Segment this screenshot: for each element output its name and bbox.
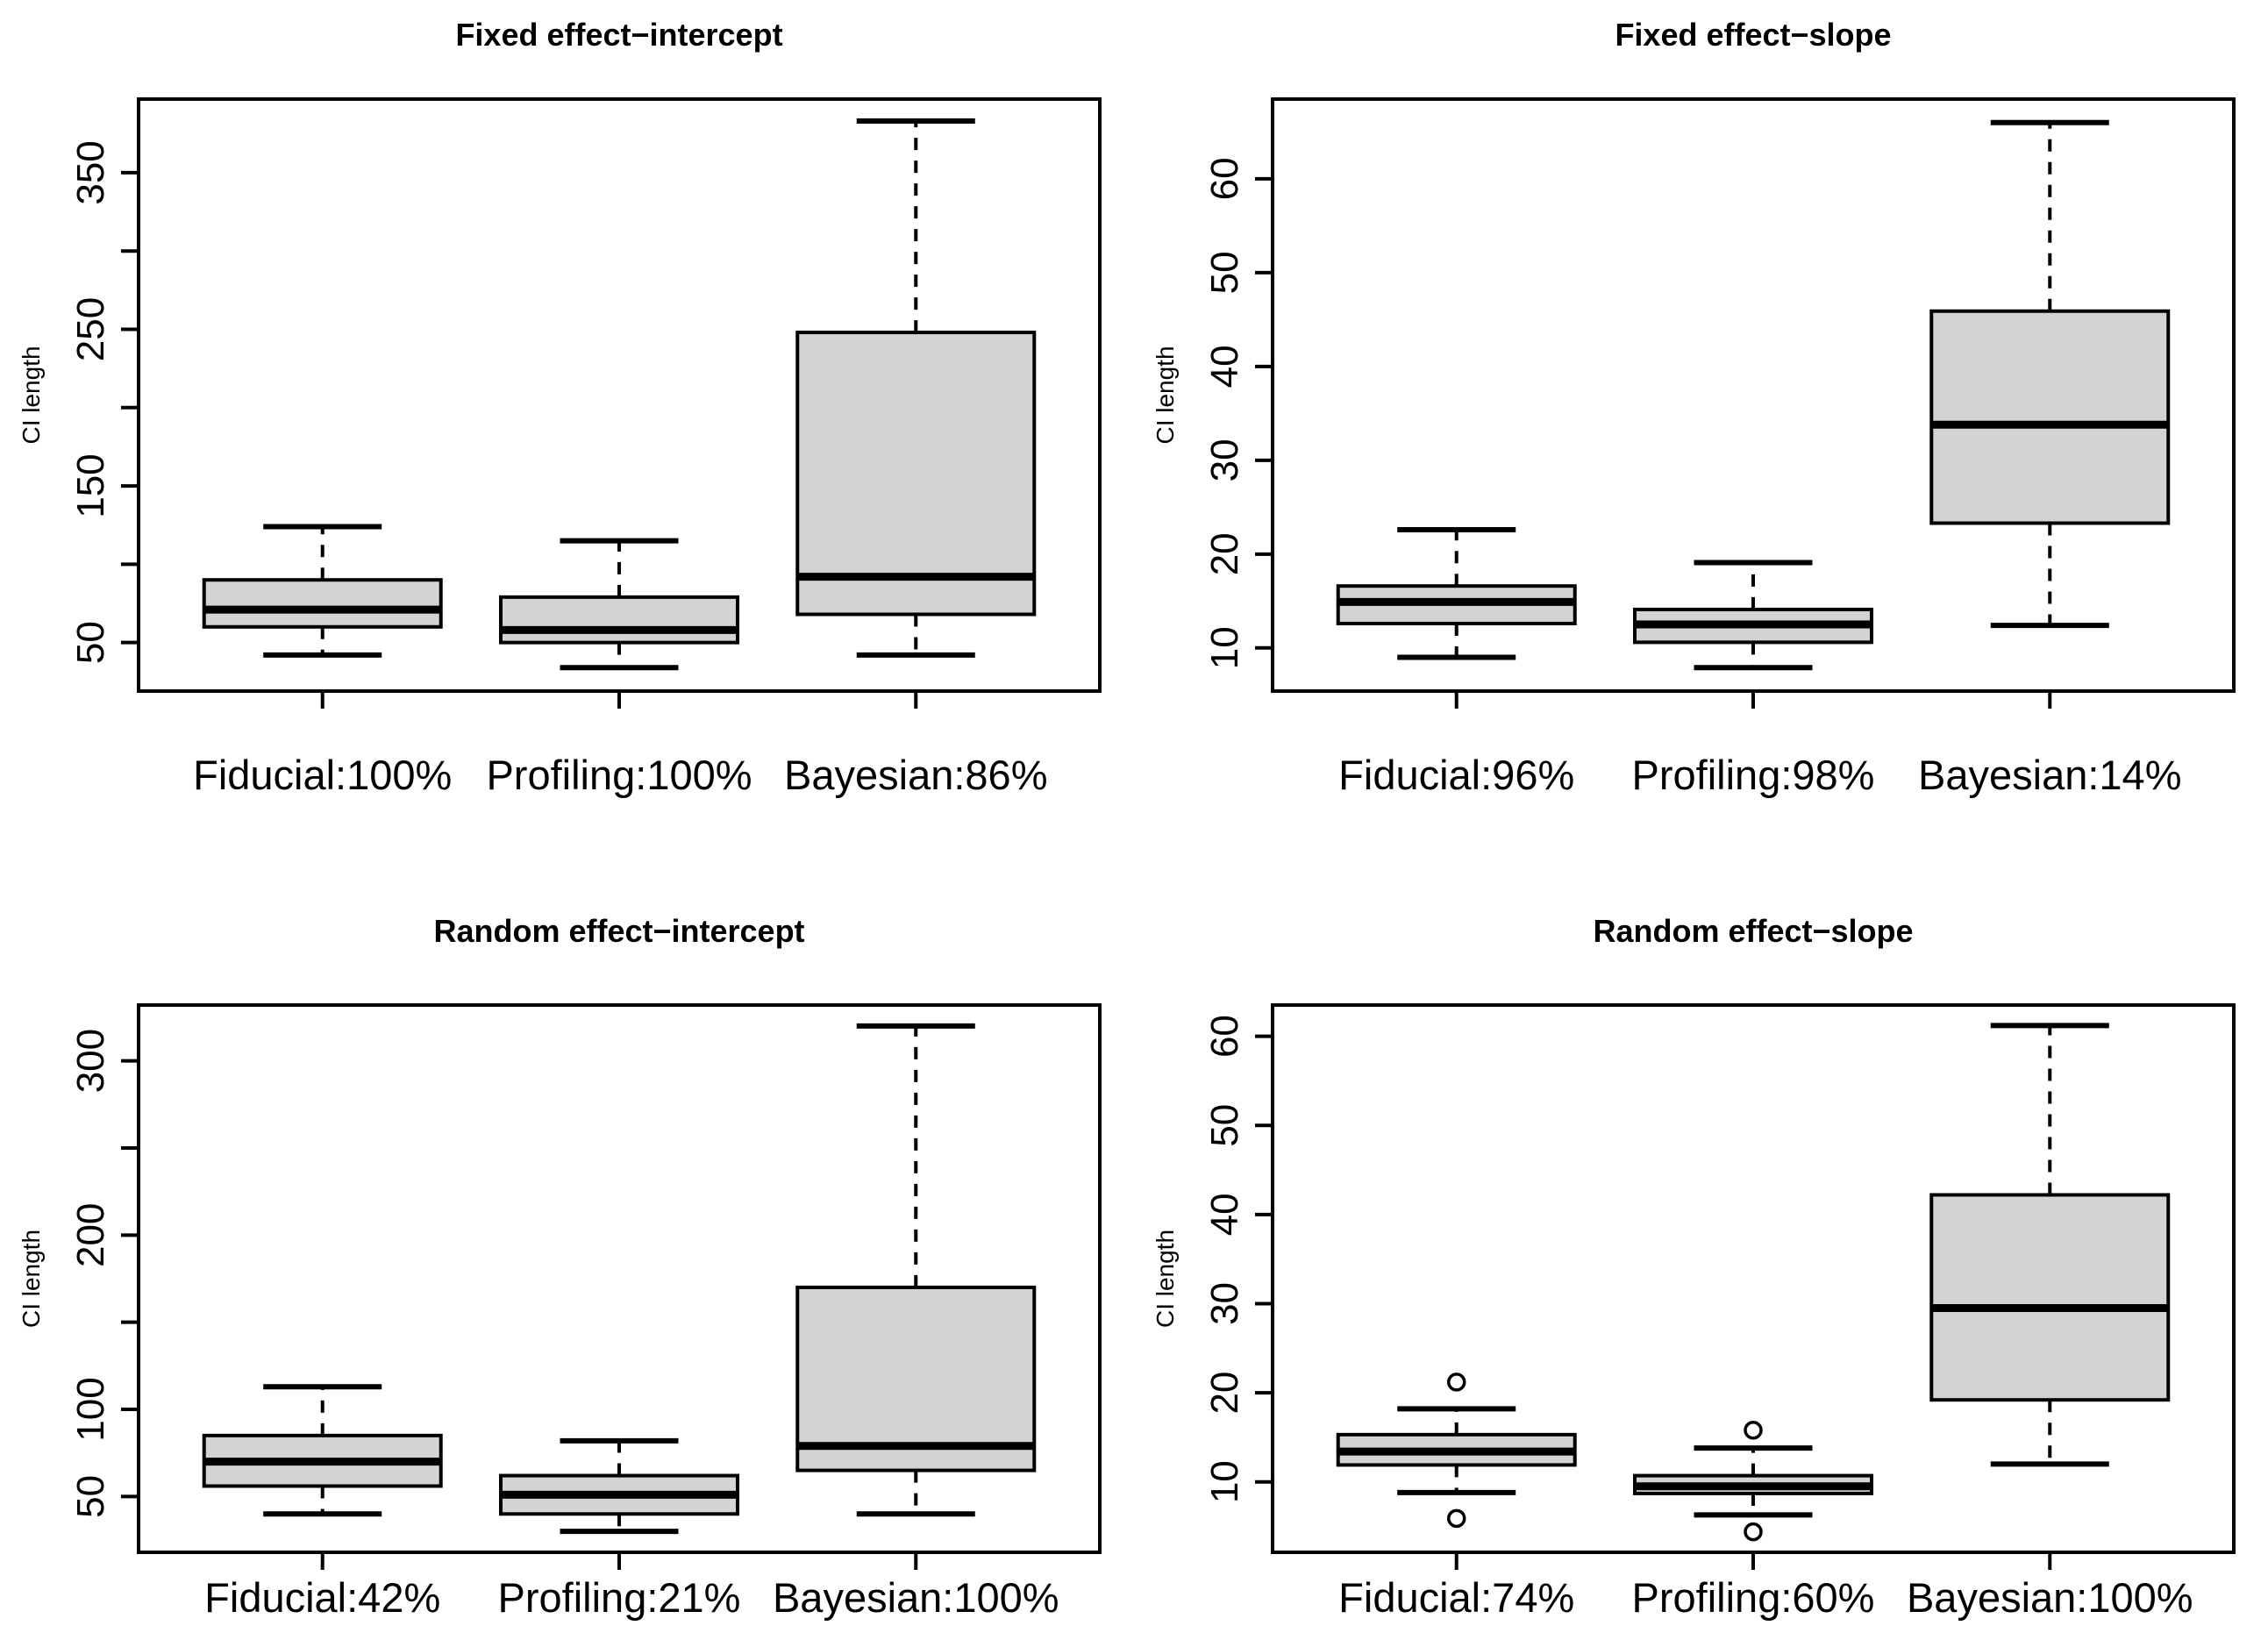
y-axis-title: CI length: [18, 1230, 45, 1328]
panel-random-effect-intercept: Random effect−intercept CI length 50 100 200…: [18, 913, 1102, 1621]
iqr-box: [1929, 1193, 2171, 1402]
x-category-label: Profiling:98%: [1632, 752, 1875, 798]
x-category-label: Profiling:21%: [498, 1574, 741, 1621]
y-tick-label: 60: [1203, 1015, 1246, 1058]
y-tick-label: 300: [69, 1029, 112, 1093]
y-tick-label: 50: [1203, 1104, 1246, 1147]
x-category-label: Fiducial:100%: [193, 752, 452, 798]
x-category-label: Bayesian:86%: [784, 752, 1047, 798]
y-tick-label: 60: [1203, 157, 1246, 200]
y-tick-label: 250: [69, 297, 112, 361]
x-category-label: Profiling:60%: [1632, 1574, 1875, 1621]
x-category-label: Bayesian:100%: [773, 1574, 1059, 1621]
y-tick-label: 30: [1203, 439, 1246, 481]
iqr-box: [202, 578, 443, 629]
y-tick-label: 50: [69, 621, 112, 664]
y-tick-label: 100: [69, 1377, 112, 1441]
panel-random-effect-slope: Random effect−slope CI length 10 20 30 40 50 60…: [1152, 913, 2236, 1621]
panel-fixed-effect-slope: Fixed effect−slope CI length 10 20 30 40 50 60 F…: [1152, 17, 2236, 798]
x-category-label: Profiling:100%: [486, 752, 752, 798]
y-tick-label: 10: [1203, 1460, 1246, 1503]
panel-title: Random effect−intercept: [433, 913, 804, 949]
panel-title: Fixed effect−slope: [1615, 17, 1891, 53]
panel-title: Fixed effect−intercept: [455, 17, 782, 53]
y-tick-label: 40: [1203, 345, 1246, 388]
y-tick-label: 50: [1203, 251, 1246, 294]
x-category-label: Fiducial:74%: [1338, 1574, 1574, 1621]
outlier-point: [1744, 1522, 1763, 1542]
y-axis-title: CI length: [1152, 1230, 1179, 1328]
y-tick-label: 20: [1203, 1372, 1246, 1415]
y-axis-title: CI length: [18, 346, 45, 444]
y-tick-label: 40: [1203, 1193, 1246, 1236]
iqr-box: [795, 331, 1037, 617]
y-tick-label: 200: [69, 1203, 112, 1267]
x-category-label: Bayesian:100%: [1907, 1574, 2193, 1621]
x-category-label: Bayesian:14%: [1918, 752, 2181, 798]
y-tick-label: 150: [69, 453, 112, 517]
y-tick-label: 30: [1203, 1282, 1246, 1325]
iqr-box: [499, 595, 739, 645]
outlier-point: [1744, 1421, 1763, 1440]
x-category-label: Fiducial:42%: [204, 1574, 440, 1621]
y-tick-label: 10: [1203, 626, 1246, 669]
panel-title: Random effect−slope: [1593, 913, 1913, 949]
y-axis-title: CI length: [1152, 346, 1179, 444]
y-tick-label: 20: [1203, 532, 1246, 575]
outlier-point: [1446, 1373, 1466, 1392]
iqr-box: [1929, 309, 2171, 525]
y-tick-label: 50: [69, 1475, 112, 1518]
panel-fixed-effect-intercept: Fixed effect−intercept CI length 50 150 250 3…: [18, 17, 1102, 798]
outlier-point: [1446, 1508, 1466, 1529]
iqr-box: [795, 1285, 1037, 1472]
x-category-label: Fiducial:96%: [1338, 752, 1574, 798]
y-tick-label: 350: [69, 140, 112, 204]
